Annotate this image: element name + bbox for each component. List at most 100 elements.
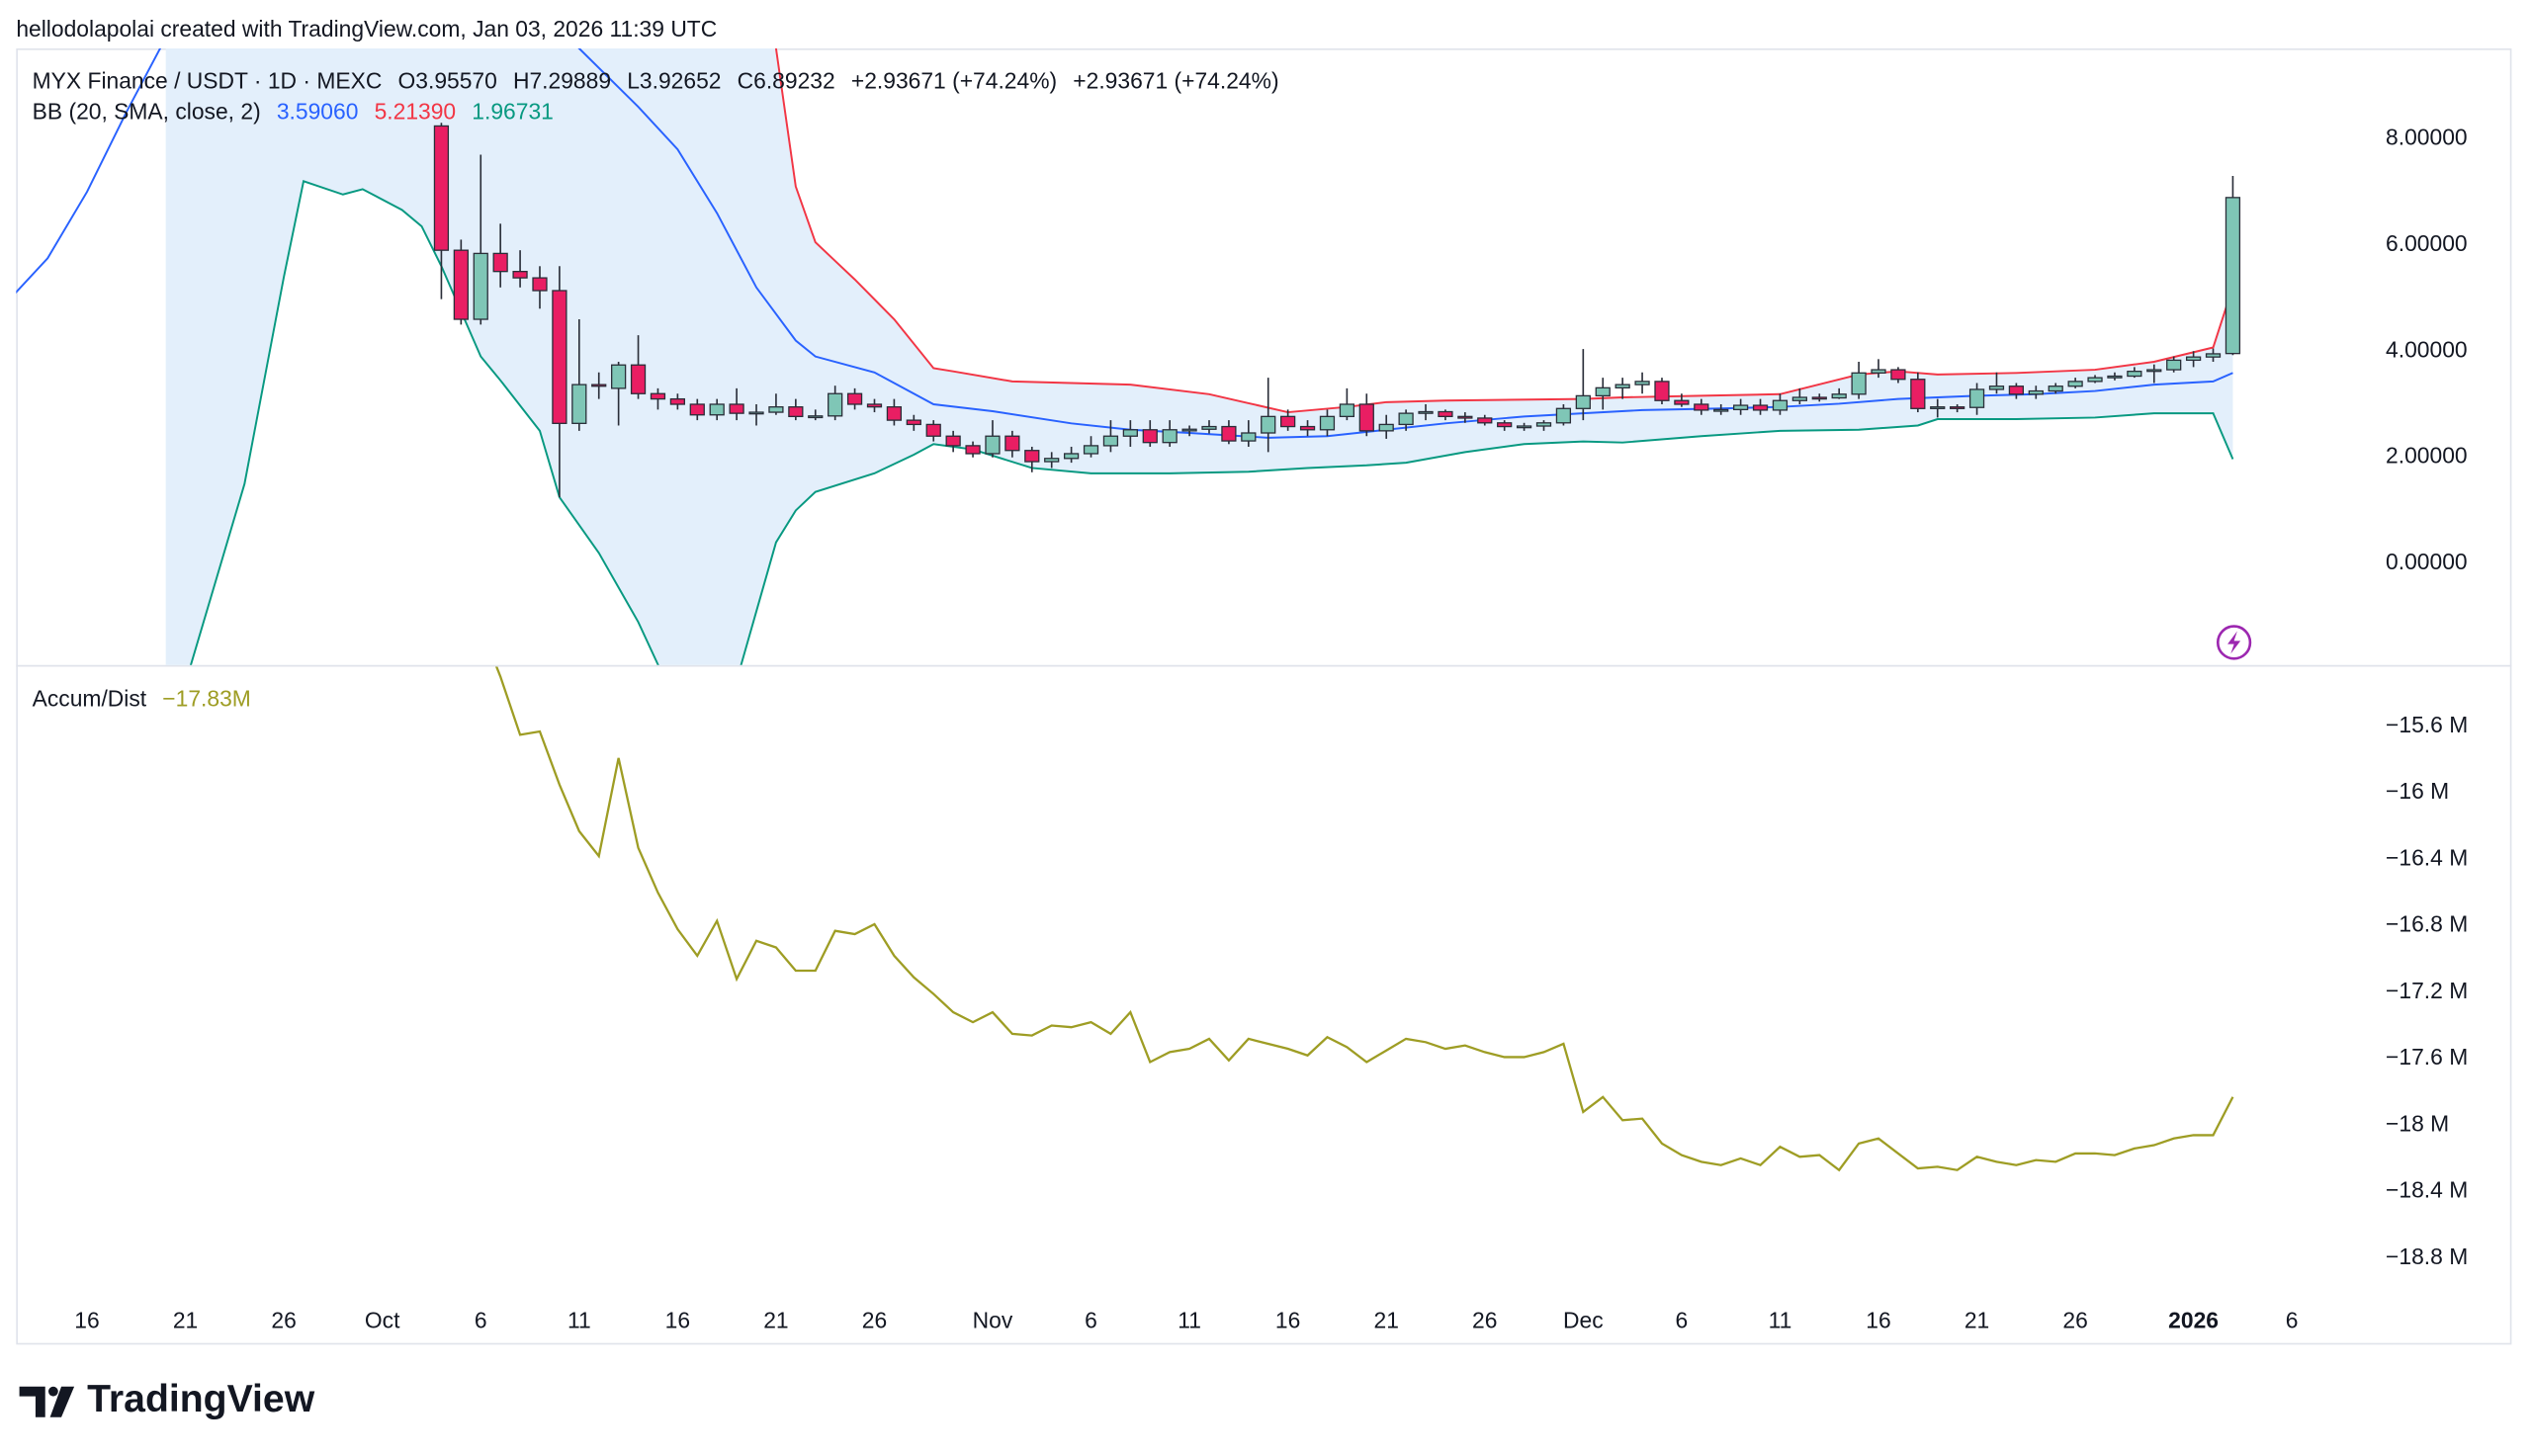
- y-tick-label: −18.4 M: [2386, 1177, 2468, 1203]
- candle-body: [1083, 445, 1099, 455]
- candle-body: [1791, 396, 1807, 401]
- candle-body: [669, 397, 685, 405]
- candle-body: [1575, 394, 1591, 409]
- y-tick-label: 0.00000: [2386, 549, 2468, 574]
- candle-body: [1063, 453, 1080, 460]
- bb-line: [189, 180, 2234, 665]
- indicator-pane: [494, 666, 2234, 1172]
- bb-line: [774, 47, 2234, 414]
- candle-body: [1122, 429, 1138, 437]
- x-tick-label: 6: [2286, 1307, 2299, 1332]
- candle-body: [1713, 408, 1729, 412]
- candle-body: [1477, 417, 1493, 424]
- candle-body: [1811, 396, 1827, 400]
- candle-body: [709, 403, 725, 416]
- ohlc-label: C6.89232: [738, 67, 835, 93]
- candle-body: [1044, 458, 1060, 463]
- candle-body: [1950, 406, 1965, 409]
- x-tick-label: 16: [74, 1307, 99, 1332]
- candle-body: [453, 249, 469, 320]
- band-fill: [165, 47, 2233, 665]
- y-tick-label: 8.00000: [2386, 124, 2468, 149]
- candle-body: [768, 406, 784, 413]
- indicator-name: BB (20, SMA, close, 2): [33, 98, 261, 124]
- candle-body: [591, 384, 607, 387]
- candle-body: [729, 403, 744, 414]
- candle-body: [1890, 369, 1906, 381]
- x-tick-label: 6: [1676, 1307, 1689, 1332]
- candle-body: [1241, 432, 1257, 442]
- candle-body: [1201, 425, 1217, 430]
- candle-body: [2008, 385, 2025, 395]
- candle-body: [886, 406, 903, 421]
- candle-body: [1358, 403, 1374, 432]
- candle-body: [1968, 388, 1985, 408]
- candle-body: [1261, 415, 1276, 434]
- x-tick-label: Oct: [365, 1307, 400, 1332]
- candle-body: [748, 411, 764, 415]
- candle-body: [552, 290, 567, 424]
- indicator-value: 3.59060: [277, 98, 359, 124]
- x-tick-label: 26: [2062, 1307, 2087, 1332]
- candle-body: [611, 364, 627, 389]
- candle-body: [1457, 415, 1473, 419]
- y-tick-label: −18 M: [2386, 1110, 2449, 1136]
- x-tick-label: Nov: [973, 1307, 1013, 1332]
- candle-body: [906, 419, 921, 426]
- candle-body: [433, 125, 450, 251]
- candle-body: [1181, 428, 1197, 432]
- indicator-value: −17.83M: [162, 686, 251, 712]
- candle-body: [1674, 399, 1690, 405]
- ohlc-label: L3.92652: [627, 67, 721, 93]
- candle-body: [808, 415, 824, 419]
- candle-body: [1398, 412, 1414, 426]
- candle-body: [1694, 403, 1709, 411]
- x-tick-label: 2026: [2168, 1307, 2219, 1332]
- y-tick-label: −16 M: [2386, 778, 2449, 804]
- candle-body: [1024, 450, 1040, 463]
- candle-body: [1535, 422, 1552, 427]
- candle-body: [1595, 386, 1611, 397]
- candle-body: [2107, 375, 2123, 379]
- symbol: MYX Finance / USDT · 1D · MEXC: [33, 67, 383, 93]
- candle-body: [2087, 377, 2103, 383]
- candle-body: [473, 252, 488, 320]
- legend-indicator: BB (20, SMA, close, 2) 3.59060 5.21390 1…: [33, 98, 554, 124]
- ohlc-label: H7.29889: [513, 67, 611, 93]
- candle-body: [1319, 415, 1336, 431]
- ohlc-label: O3.95570: [398, 67, 497, 93]
- x-tick-label: 16: [1275, 1307, 1300, 1332]
- candle-body: [689, 403, 705, 416]
- candle-body: [2067, 381, 2083, 387]
- candle-body: [2048, 385, 2063, 392]
- x-tick-label: 21: [763, 1307, 788, 1332]
- y-tick-label: −18.8 M: [2386, 1243, 2468, 1269]
- x-tick-label: 6: [1085, 1307, 1097, 1332]
- candle-body: [1280, 415, 1296, 428]
- candle-body: [1339, 403, 1355, 418]
- axes: 8.00000 6.00000 4.00000 2.00000 0.00000 −15.6…: [74, 124, 2468, 1332]
- x-tick-label: 21: [1964, 1307, 1989, 1332]
- candle-body: [1102, 435, 1119, 447]
- candle-body: [788, 406, 804, 418]
- candle-body: [1988, 385, 2005, 390]
- x-tick-label: 6: [475, 1307, 487, 1332]
- candle-body: [1004, 435, 1020, 452]
- candle-body: [650, 392, 666, 400]
- candle-body: [828, 392, 843, 417]
- candle-body: [1418, 410, 1434, 414]
- change-label: +2.93671 (+74.24%): [851, 67, 1057, 93]
- candle-body: [2185, 356, 2202, 362]
- candle-body: [985, 435, 1001, 455]
- header: hellodolapolai created with TradingView.…: [16, 16, 717, 42]
- candle-body: [1555, 407, 1572, 424]
- candle-body: [945, 435, 961, 447]
- candle-body: [1497, 422, 1513, 428]
- candle-body: [1752, 404, 1769, 411]
- candle-body: [1930, 406, 1946, 409]
- replay-icon[interactable]: [2216, 625, 2252, 660]
- legend-symbol: MYX Finance / USDT · 1D · MEXC O3.95570 …: [33, 67, 1279, 93]
- x-tick-label: 11: [1769, 1307, 1792, 1332]
- candle-body: [1772, 399, 1789, 411]
